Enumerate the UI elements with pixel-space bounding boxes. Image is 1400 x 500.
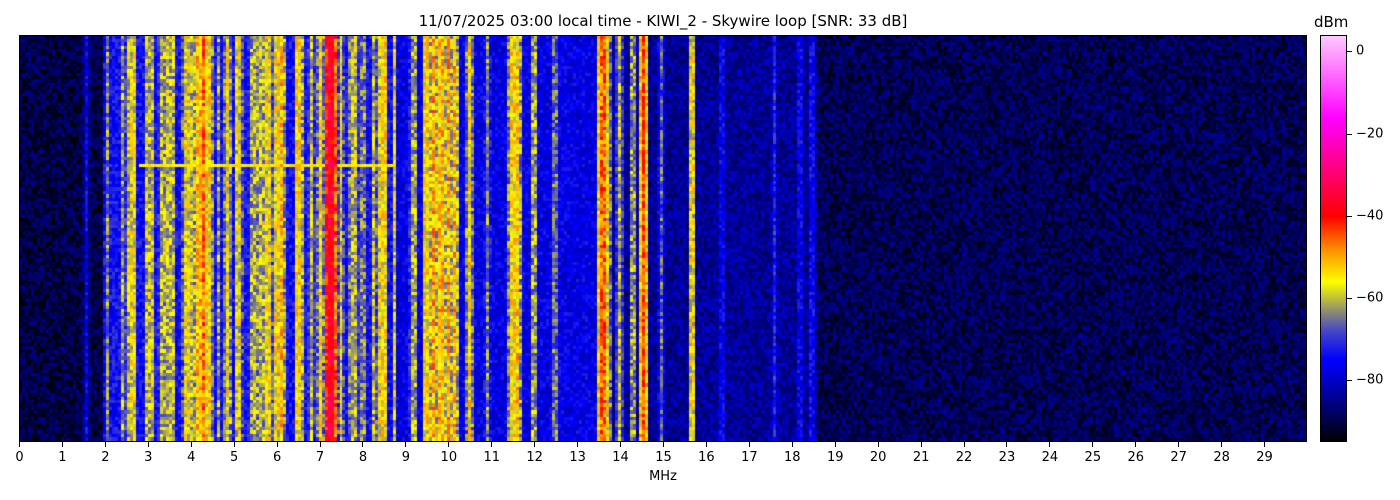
colorbar-tick-mark <box>1347 298 1352 300</box>
colorbar-tick-label: −40 <box>1356 208 1384 224</box>
x-tick-mark <box>1178 442 1180 447</box>
x-tick-mark <box>663 442 664 447</box>
x-tick-mark <box>920 442 922 447</box>
colorbar <box>1320 35 1347 442</box>
colorbar-tick-label: −60 <box>1356 290 1384 306</box>
x-tick-label: 18 <box>784 450 801 465</box>
x-tick-label: 13 <box>569 450 586 465</box>
x-tick-mark <box>233 442 235 447</box>
x-tick-mark <box>534 442 536 447</box>
colorbar-tick-label: 0 <box>1356 43 1365 59</box>
x-tick-label: 22 <box>955 450 973 465</box>
x-tick-label: 0 <box>15 450 24 465</box>
x-tick-mark <box>877 442 879 447</box>
x-tick-mark <box>491 442 493 447</box>
x-tick-label: 26 <box>1127 450 1145 465</box>
x-tick-label: 14 <box>612 450 629 465</box>
x-tick-label: 21 <box>912 450 930 465</box>
colorbar-tick-mark <box>1347 133 1352 135</box>
x-tick-label: 10 <box>440 450 458 465</box>
colorbar-tick-mark <box>1347 380 1352 382</box>
x-tick-mark <box>577 442 579 447</box>
x-tick-label: 20 <box>869 450 887 465</box>
x-tick-label: 8 <box>358 450 368 465</box>
x-tick-label: 15 <box>655 450 672 465</box>
x-tick-mark <box>190 442 192 447</box>
x-tick-label: 16 <box>698 450 715 465</box>
x-tick-label: 12 <box>526 450 543 465</box>
x-tick-mark <box>963 442 965 447</box>
x-tick-mark <box>319 442 321 447</box>
x-tick-label: 2 <box>101 450 110 465</box>
colorbar-tick-mark <box>1347 215 1352 217</box>
x-tick-label: 11 <box>483 450 501 465</box>
x-tick-label: 23 <box>998 450 1016 465</box>
x-tick-mark <box>834 442 836 447</box>
colorbar-tick-mark <box>1347 51 1352 53</box>
x-axis-label: MHz <box>649 469 677 484</box>
x-tick-mark <box>104 442 106 447</box>
colorbar-tick-label: −20 <box>1356 126 1384 142</box>
x-tick-label: 6 <box>272 450 282 465</box>
colorbar-label: dBm <box>1314 13 1349 31</box>
x-tick-label: 4 <box>187 450 196 465</box>
x-tick-mark <box>791 442 793 447</box>
x-tick-mark <box>1264 442 1266 447</box>
x-tick-label: 3 <box>144 450 153 465</box>
x-tick-label: 28 <box>1213 450 1230 465</box>
x-tick-mark <box>1135 442 1137 447</box>
x-tick-label: 19 <box>826 450 844 465</box>
x-tick-label: 25 <box>1084 450 1102 465</box>
chart-title: 11/07/2025 03:00 local time - KIWI_2 - S… <box>418 12 908 30</box>
x-tick-label: 5 <box>230 450 239 465</box>
x-tick-mark <box>362 442 364 447</box>
x-tick-mark <box>448 442 450 447</box>
x-tick-label: 7 <box>315 450 325 465</box>
x-tick-mark <box>705 442 707 447</box>
x-tick-mark <box>1221 442 1223 447</box>
x-tick-label: 24 <box>1041 450 1059 465</box>
x-tick-mark <box>748 442 750 447</box>
x-tick-mark <box>147 442 149 447</box>
waterfall-heatmap <box>20 36 1306 441</box>
x-tick-mark <box>1049 442 1051 447</box>
x-tick-label: 17 <box>741 450 758 465</box>
x-tick-mark <box>61 442 63 447</box>
x-tick-mark <box>1006 442 1008 447</box>
x-tick-label: 1 <box>58 450 67 465</box>
x-tick-mark <box>405 442 407 447</box>
x-tick-mark <box>1092 442 1094 447</box>
plot-frame <box>19 35 1307 442</box>
x-tick-mark <box>276 442 278 447</box>
x-tick-mark <box>19 442 20 447</box>
x-tick-label: 9 <box>401 450 411 465</box>
x-tick-label: 27 <box>1170 450 1187 465</box>
x-tick-label: 29 <box>1256 450 1273 465</box>
colorbar-tick-label: −80 <box>1356 372 1384 388</box>
x-tick-mark <box>620 442 622 447</box>
